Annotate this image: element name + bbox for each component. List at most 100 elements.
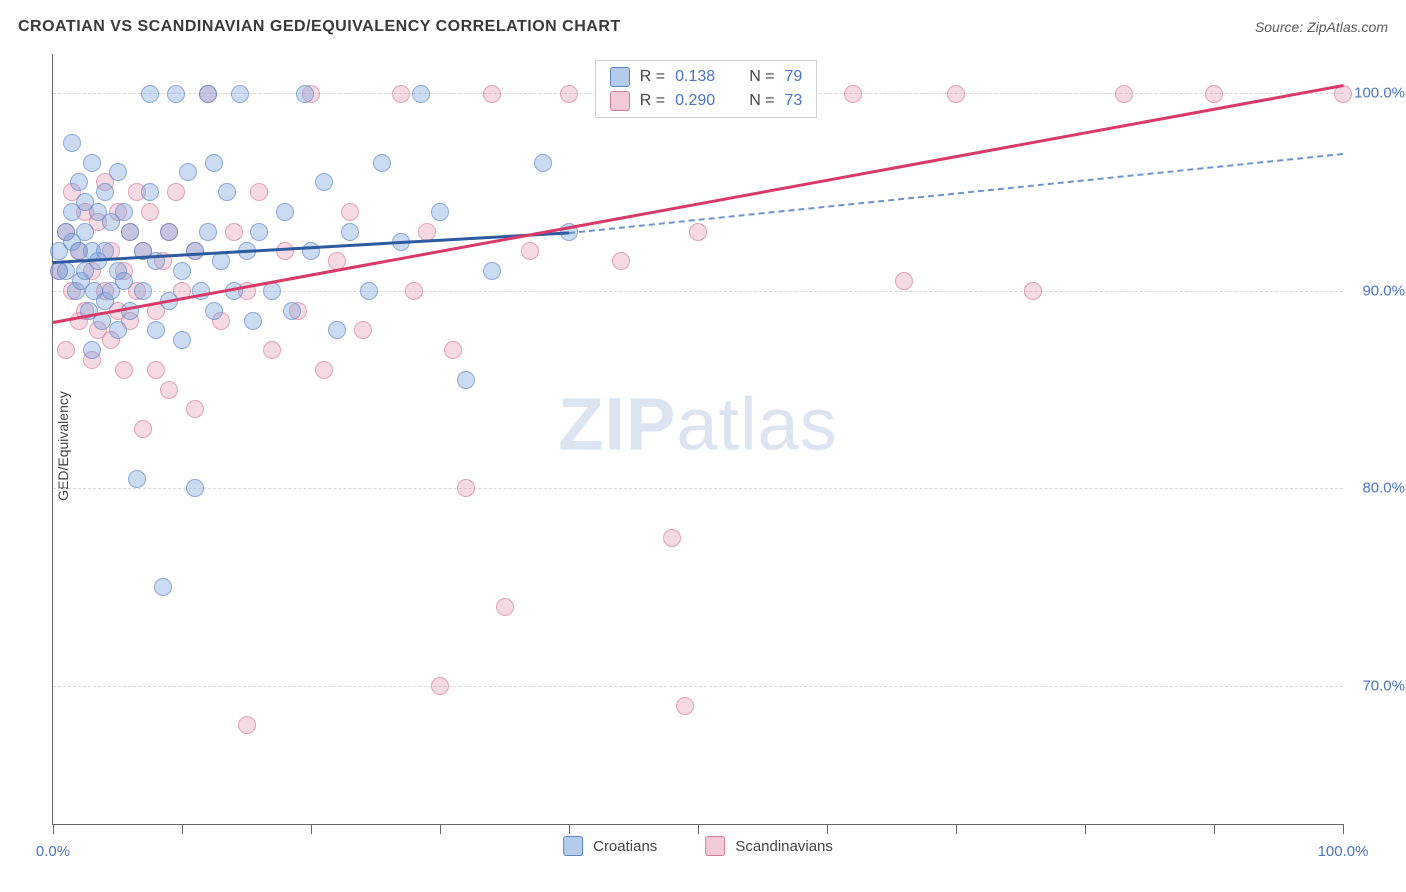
header: CROATIAN VS SCANDINAVIAN GED/EQUIVALENCY… — [18, 18, 1388, 36]
croatian-point — [83, 341, 101, 359]
scandinavian-point — [167, 183, 185, 201]
scandinavian-point — [444, 341, 462, 359]
croatian-point — [199, 85, 217, 103]
scandinavian-point — [134, 420, 152, 438]
x-tick — [956, 824, 957, 834]
croatian-point — [360, 282, 378, 300]
bottom-legend: Croatians Scandinavians — [563, 836, 833, 856]
croatian-point — [373, 154, 391, 172]
scandinavian-point — [276, 242, 294, 260]
croatian-point — [154, 578, 172, 596]
y-tick-label: 70.0% — [1362, 677, 1405, 694]
x-tick — [827, 824, 828, 834]
x-tick-label: 100.0% — [1318, 843, 1369, 860]
scandinavian-point — [1024, 282, 1042, 300]
legend-label: Croatians — [593, 838, 657, 855]
legend-swatch — [563, 836, 583, 856]
scandinavian-point — [354, 321, 372, 339]
croatian-point — [199, 223, 217, 241]
watermark: ZIPatlas — [558, 381, 837, 466]
stats-legend-row: R =0.290N =73 — [610, 91, 803, 111]
scandinavian-point — [521, 242, 539, 260]
croatian-point — [173, 262, 191, 280]
scandinavian-point — [315, 361, 333, 379]
croatian-point — [109, 321, 127, 339]
y-tick-label: 80.0% — [1362, 480, 1405, 497]
croatian-point — [179, 163, 197, 181]
legend-swatch — [705, 836, 725, 856]
r-label: R = — [640, 68, 665, 86]
n-label: N = — [749, 68, 774, 86]
n-value: 73 — [785, 92, 803, 110]
croatian-point — [115, 203, 133, 221]
scandinavian-point — [341, 203, 359, 221]
croatian-point — [483, 262, 501, 280]
croatian-point — [141, 85, 159, 103]
croatian-point — [147, 321, 165, 339]
watermark-bold: ZIP — [558, 382, 676, 465]
r-value: 0.138 — [675, 68, 715, 86]
y-tick-label: 90.0% — [1362, 282, 1405, 299]
croatian-point — [186, 479, 204, 497]
scandinavian-point — [483, 85, 501, 103]
watermark-light: atlas — [676, 382, 837, 465]
x-tick — [1085, 824, 1086, 834]
x-tick — [182, 824, 183, 834]
chart-title: CROATIAN VS SCANDINAVIAN GED/EQUIVALENCY… — [18, 18, 621, 36]
croatian-point — [534, 154, 552, 172]
scandinavian-trend — [53, 84, 1344, 324]
scandinavian-point — [225, 223, 243, 241]
croatian-point — [341, 223, 359, 241]
croatian-point — [167, 85, 185, 103]
x-tick — [311, 824, 312, 834]
source-label: Source: ZipAtlas.com — [1255, 19, 1388, 35]
scandinavian-point — [147, 361, 165, 379]
n-value: 79 — [785, 68, 803, 86]
y-tick-label: 100.0% — [1354, 85, 1405, 102]
scandinavian-point — [392, 85, 410, 103]
scandinavian-point — [405, 282, 423, 300]
croatian-point — [315, 173, 333, 191]
scandinavian-point — [57, 341, 75, 359]
croatian-point — [250, 223, 268, 241]
n-label: N = — [749, 92, 774, 110]
croatian-point — [276, 203, 294, 221]
legend-label: Scandinavians — [735, 838, 833, 855]
croatian-point — [412, 85, 430, 103]
croatian-point — [296, 85, 314, 103]
scandinavian-point — [496, 598, 514, 616]
scandinavian-point — [676, 697, 694, 715]
croatian-point — [231, 85, 249, 103]
croatian-point — [431, 203, 449, 221]
x-tick — [1214, 824, 1215, 834]
croatian-point — [83, 154, 101, 172]
scandinavian-point — [457, 479, 475, 497]
scandinavian-point — [1115, 85, 1133, 103]
croatian-point — [134, 282, 152, 300]
legend-swatch — [610, 91, 630, 111]
croatian-point — [76, 223, 94, 241]
grid-line — [53, 686, 1343, 687]
croatian-point — [115, 272, 133, 290]
croatian-point — [160, 223, 178, 241]
x-tick — [440, 824, 441, 834]
croatian-point — [128, 470, 146, 488]
grid-line — [53, 488, 1343, 489]
r-label: R = — [640, 92, 665, 110]
legend-swatch — [610, 67, 630, 87]
stats-legend-row: R = 0.138 N = 79 — [610, 67, 803, 87]
scandinavian-point — [115, 361, 133, 379]
scandinavian-point — [186, 400, 204, 418]
croatian-point — [283, 302, 301, 320]
croatian-point — [173, 331, 191, 349]
scandinavian-point — [141, 203, 159, 221]
croatian-point — [205, 302, 223, 320]
scandinavian-point — [663, 529, 681, 547]
scandinavian-point — [844, 85, 862, 103]
croatian-point — [205, 154, 223, 172]
plot-area: ZIPatlas R =0.138N =79R =0.290N =73 Croa… — [52, 54, 1343, 825]
scandinavian-point — [689, 223, 707, 241]
scandinavian-point — [160, 381, 178, 399]
croatian-point — [63, 134, 81, 152]
x-tick — [1343, 824, 1344, 834]
